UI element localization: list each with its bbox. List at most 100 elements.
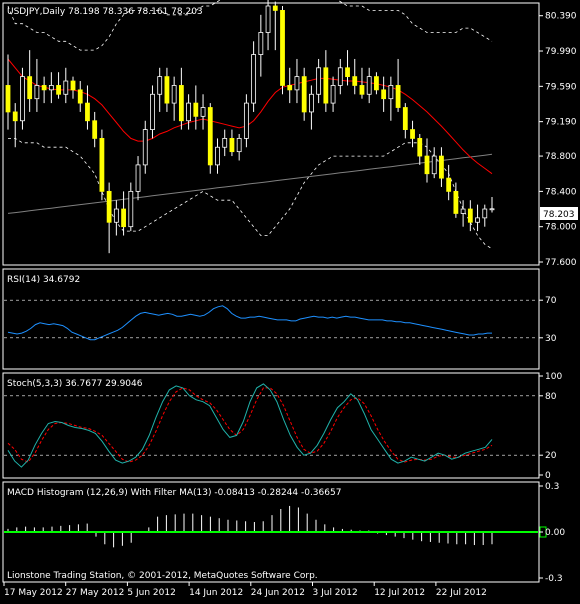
price-layer [5,0,495,254]
candle-body [453,190,459,214]
macd-y-tick-label: 0.00 [545,528,565,538]
candle-body [63,80,69,95]
candle-body [243,102,249,139]
candle-body [193,102,199,117]
price-y-tick-label: 79.590 [545,82,577,92]
candle-body [70,80,76,91]
candle-body [381,89,387,100]
bollinger-upper-series [7,0,493,51]
x-tick-label: 22 Jul 2012 [436,588,487,598]
candle-body [301,76,307,113]
price-y-tick-label: 78.000 [545,223,577,233]
candle-body [121,208,126,228]
candle-body [135,164,141,192]
candle-body [294,76,300,91]
candle-body [200,107,206,117]
candle-body [475,217,480,223]
price-y-tick-label: 79.190 [545,118,577,128]
candle-body [99,138,105,192]
candle-body [345,67,350,78]
price-panel-frame [2,2,540,266]
candle-body [92,120,98,139]
candle-body [157,76,163,95]
candle-body [215,146,220,166]
price-y-tick-label: 77.600 [545,258,577,268]
candle-body [236,138,242,153]
candle-body [171,85,177,104]
stoch-signal-series [7,387,493,463]
candle-body [482,208,488,219]
rsi-y-tick-label: 30 [545,334,557,344]
rsi-y-tick-label: 70 [545,296,557,306]
candle-body [258,32,264,55]
candle-body [446,177,452,192]
x-tick-label: 27 May 2012 [66,588,125,598]
candle-body [431,155,437,175]
candle-body [186,102,191,122]
axes-layer: 80.390 79.990 79.590 79.190 78.800 78.400 78.0… [3,12,577,598]
candle-body [395,85,401,108]
macd-y-tick-label: 0.3 [545,482,559,492]
ma-red-series [7,58,493,175]
candle-body [424,155,430,175]
candle-body [280,10,285,86]
candle-body [77,89,83,104]
price-y-tick-label: 79.990 [545,47,577,57]
candle-body [417,138,423,157]
stoch-y-tick-label: 80 [545,392,557,402]
stoch-layer [4,383,538,468]
candle-body [56,85,61,95]
stoch-panel-frame [2,372,540,479]
stoch-y-tick-label: 100 [545,372,562,382]
candle-body [410,129,415,139]
candle-body [388,85,394,100]
candle-body [48,85,54,91]
candle-body [5,85,11,113]
candle-body [323,67,329,104]
candle-body [316,67,322,95]
candle-body [374,76,379,91]
x-tick-label: 12 Jul 2012 [374,588,425,598]
price-panel-title: USDJPY,Daily 78.198 78.336 78.161 78.203 [7,7,203,17]
candle-body [337,67,343,86]
stoch-panel-title: Stoch(5,3,3) 36.7677 29.9046 [7,379,143,389]
candle-body [106,190,112,223]
last-price-box [540,207,578,220]
candle-body [439,155,444,179]
candle-body [128,190,134,228]
rsi-layer [4,299,538,341]
rsi-panel-frame [2,268,540,370]
rsi-series [7,305,492,341]
candle-body [272,5,278,11]
stoch-main-series [7,383,493,468]
macd-y-tick-label: -0.3 [545,574,563,584]
candle-body [402,107,408,130]
candle-body [113,208,119,223]
candle-body [85,102,90,122]
stoch-y-tick-label: 20 [545,451,557,461]
candle-body [178,85,184,122]
x-tick-label: 17 May 2012 [4,588,63,598]
candle-body [12,111,18,122]
last-price-label: 78.203 [543,210,575,220]
footer-copyright: Lionstone Trading Station, © 2001-2012, … [7,571,318,581]
candle-body [142,129,148,166]
candle-body [309,93,314,113]
candle-body [34,85,40,100]
rsi-panel-title: RSI(14) 34.6792 [7,275,80,285]
candle-body [27,76,33,100]
candle-body [265,5,271,33]
candle-body [251,54,257,104]
candle-body [366,76,372,95]
candle-body [460,208,466,214]
macd-layer [4,505,547,548]
price-y-tick-label: 78.400 [545,187,577,197]
candle-body [489,208,495,211]
x-tick-label: 24 Jun 2012 [251,588,305,598]
x-tick-label: 5 Jun 2012 [127,588,175,598]
candle-body [20,76,25,122]
candle-body [222,138,228,148]
price-y-tick-label: 80.390 [545,12,577,22]
x-tick-label: 3 Jul 2012 [313,588,358,598]
